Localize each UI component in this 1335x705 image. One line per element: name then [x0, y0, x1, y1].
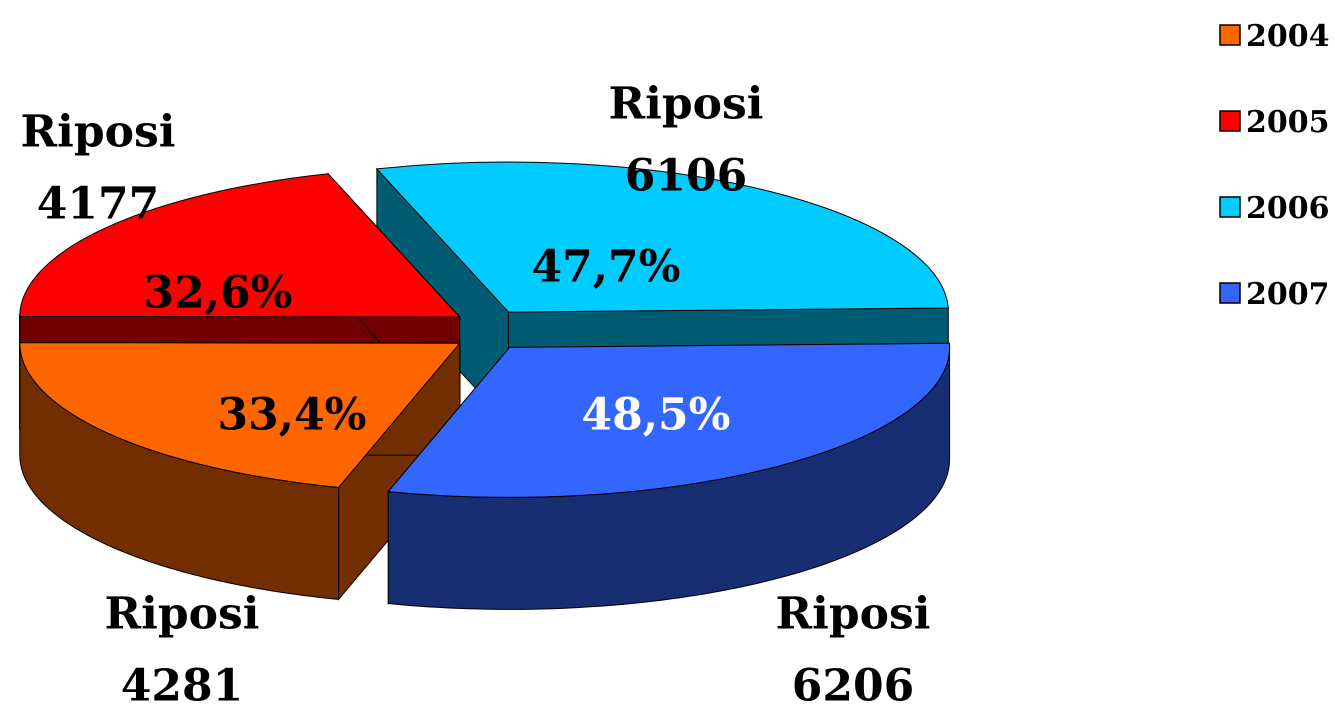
slice-name: Riposi — [105, 589, 260, 640]
legend-swatch — [1219, 196, 1241, 218]
legend-label: 2004 — [1246, 19, 1330, 54]
percent-label: 33,4% — [218, 390, 367, 441]
percent-label: 47,7% — [532, 242, 681, 293]
percent-label: 48,5% — [582, 390, 731, 441]
slice-value: 6206 — [792, 661, 914, 705]
legend-swatch — [1219, 282, 1241, 304]
slice-top — [19, 173, 461, 318]
slice-top — [19, 342, 461, 488]
legend-label: 2005 — [1246, 105, 1330, 140]
slice — [19, 341, 461, 601]
slice-name: Riposi — [21, 107, 176, 158]
slice — [387, 342, 951, 610]
legend-swatch — [1219, 24, 1241, 46]
percent-label: 32,6% — [144, 268, 293, 319]
legend-label: 2007 — [1246, 277, 1330, 312]
slice-name: Riposi — [609, 79, 764, 130]
slice-name: Riposi — [776, 589, 931, 640]
legend-label: 2006 — [1246, 191, 1330, 226]
slice-value: 4281 — [121, 661, 243, 705]
slice-top — [375, 161, 949, 313]
legend-swatch — [1219, 110, 1241, 132]
slice-value: 6106 — [625, 151, 747, 202]
slice-top — [387, 342, 951, 498]
slice-value: 4177 — [37, 179, 159, 230]
